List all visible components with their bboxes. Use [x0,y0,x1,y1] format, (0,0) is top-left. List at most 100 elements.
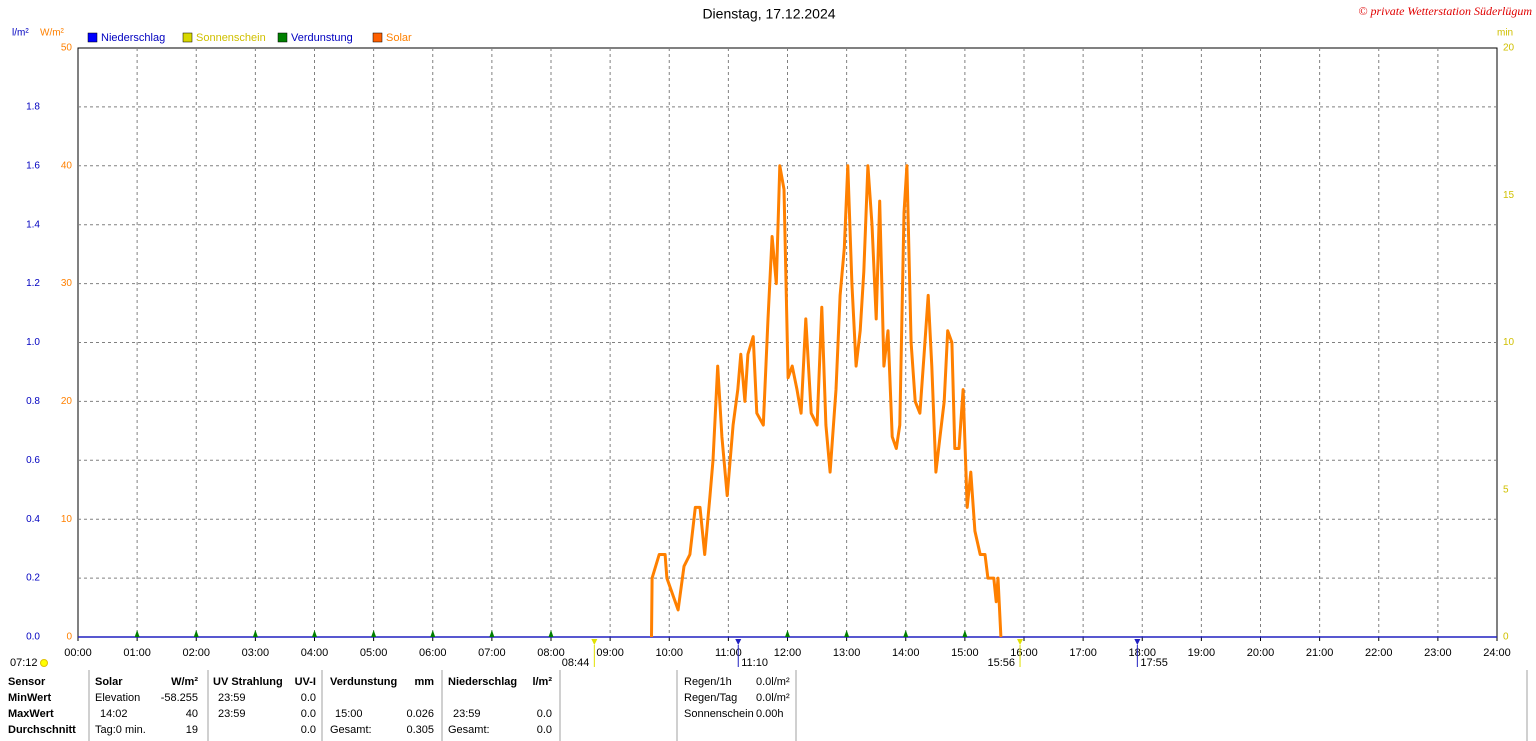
y2-tick-label: 5 [1503,484,1509,495]
evaporation-marker [193,630,199,637]
group-unit: l/m² [532,676,552,688]
evaporation-marker [962,630,968,637]
x-tick-label: 20:00 [1247,647,1275,659]
row-label: MinWert [8,692,52,704]
x-tick-label: 00:00 [64,647,92,659]
table-cell: 0.0 [301,708,316,720]
table-cell: 19 [186,724,198,736]
y-tick-label: 0.6 [26,455,40,466]
y3-tick-label: 10 [61,514,73,525]
table-cell: 23:59 [453,708,481,720]
series-line [650,164,1003,638]
x-tick-label: 18:00 [1128,647,1156,659]
legend-label: Verdunstung [291,32,353,44]
table-cell: Elevation [95,692,140,704]
copyright: © private Wetterstation Süderlügum [1358,4,1532,18]
table-cell: 15:00 [335,708,363,720]
y-tick-label: 0.0 [26,632,40,643]
evaporation-marker [430,630,436,637]
time-marker [1017,639,1024,645]
x-tick-label: 15:00 [951,647,979,659]
evaporation-marker [548,630,554,637]
group-name: Verdunstung [330,676,397,688]
y3-tick-label: 0 [66,632,72,643]
y3-tick-label: 20 [61,396,73,407]
y-tick-label: 1.4 [26,219,40,230]
table-cell: 0.0 [301,724,316,736]
y3-tick-label: 30 [61,278,73,289]
x-tick-label: 06:00 [419,647,447,659]
x-tick-label: 03:00 [242,647,270,659]
y-tick-label: 0.2 [26,573,40,584]
y-tick-label: 1.2 [26,278,40,289]
x-tick-label: 17:00 [1069,647,1097,659]
evaporation-marker [903,630,909,637]
x-tick-label: 09:00 [596,647,624,659]
x-tick-label: 08:00 [537,647,565,659]
x-tick-label: 23:00 [1424,647,1452,659]
legend-label: Sonnenschein [196,32,266,44]
x-tick-label: 16:00 [1010,647,1038,659]
group-unit: UV-I [295,676,316,688]
chart-title: Dienstag, 17.12.2024 [702,6,835,22]
legend-label: Niederschlag [101,32,165,44]
y3-tick-label: 50 [61,43,73,54]
evaporation-marker [312,630,317,637]
y-tick-label: 1.6 [26,160,40,171]
table-cell: 0.0 [537,724,552,736]
sun-icon [40,659,48,667]
x-tick-label: 14:00 [892,647,920,659]
table-cell: Gesamt: [448,724,490,736]
evaporation-marker [785,630,790,637]
table-cell: 0.0 [537,708,552,720]
y3-tick-label: 40 [61,160,73,171]
x-tick-label: 12:00 [774,647,802,659]
evaporation-marker [371,630,377,637]
y-tick-label: 1.0 [26,337,40,348]
x-tick-label: 22:00 [1365,647,1393,659]
x-tick-label: 11:00 [715,647,742,659]
time-marker-label: 17:55 [1140,657,1168,669]
table-cell: -58.255 [161,692,198,704]
x-tick-label: 13:00 [833,647,861,659]
table-cell: Gesamt: [330,724,372,736]
evaporation-marker [134,630,140,637]
summary-cell: 0.0l/m² [756,676,790,688]
summary-cell: 0.0l/m² [756,692,790,704]
x-tick-label: 01:00 [123,647,151,659]
evaporation-marker [252,630,258,637]
y-tick-label: 0.8 [26,396,40,407]
x-tick-label: 24:00 [1483,647,1511,659]
group-name: Niederschlag [448,676,517,688]
table-cell: Tag:0 min. [95,724,146,736]
group-name: UV Strahlung [213,676,283,688]
y-axis-unit: l/m² [12,28,29,39]
group-unit: W/m² [171,676,198,688]
time-marker-label: 11:10 [741,657,768,669]
summary-cell: Regen/1h [684,676,732,688]
y2-tick-label: 0 [1503,632,1509,643]
table-cell: 40 [186,708,198,720]
time-marker-label: 08:44 [562,657,590,669]
summary-cell: Regen/Tag [684,692,737,704]
time-marker-label: 15:56 [988,657,1016,669]
evaporation-marker [844,630,850,637]
legend-swatch [87,32,98,43]
row-label: Durchschnitt [8,724,76,736]
x-tick-label: 10:00 [655,647,683,659]
y2-tick-label: 15 [1503,190,1515,201]
group-unit: mm [414,676,434,688]
time-marker [735,639,742,645]
evaporation-marker [489,630,495,637]
table-cell: 14:02 [100,708,128,720]
x-tick-label: 02:00 [182,647,210,659]
group-name: Solar [95,676,123,688]
y3-axis-unit: W/m² [40,28,65,39]
table-cell: 23:59 [218,692,246,704]
summary-cell: Sonnenschein [684,708,754,720]
row-label: MaxWert [8,708,54,720]
x-tick-label: 21:00 [1306,647,1334,659]
y-tick-label: 0.4 [26,514,40,525]
y2-tick-label: 10 [1503,337,1515,348]
legend-swatch [277,32,288,43]
